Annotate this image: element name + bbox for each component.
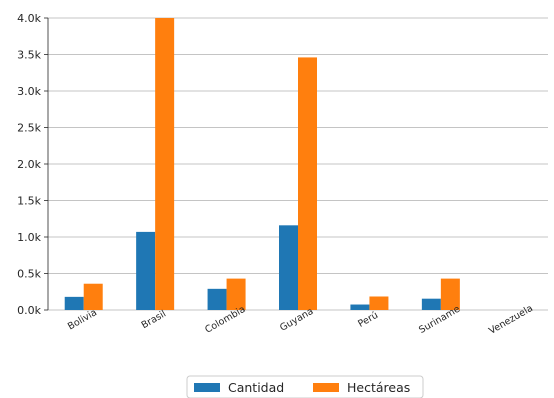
y-axis: 0.0k 0.5k 1.0k 1.5k 2.0k 2.5k 3.0k 3.5k 4.0k	[17, 12, 49, 317]
y-tick-label: 3.5k	[17, 49, 41, 62]
y-tick-label: 0.0k	[17, 304, 41, 317]
x-tick-label: Venezuela	[487, 303, 535, 337]
x-tick-label: Perú	[356, 310, 380, 330]
bar-cantidad-suriname	[421, 298, 441, 310]
bar-cantidad-colombia	[207, 288, 227, 310]
bar-hectreas-brasil	[155, 18, 175, 310]
legend-label: Hectáreas	[347, 380, 410, 395]
y-tick-label: 2.0k	[17, 158, 41, 171]
x-tick-label: Brasil	[140, 308, 168, 331]
bar-cantidad-bolivia	[64, 296, 84, 310]
legend-swatch	[194, 383, 220, 392]
bar-cantidad-brasil	[136, 231, 156, 310]
bar-hectreas-per	[369, 296, 389, 310]
bar-hectreas-suriname	[440, 278, 460, 310]
legend: Cantidad Hectáreas	[186, 375, 424, 398]
y-tick-label: 1.5k	[17, 195, 41, 208]
y-tick-label: 0.5k	[17, 268, 41, 281]
x-tick-label: Bolivia	[66, 307, 99, 332]
legend-label: Cantidad	[228, 380, 284, 395]
y-tick-label: 4.0k	[17, 12, 41, 25]
bar-hectreas-guyana	[298, 57, 317, 310]
legend-box	[186, 375, 424, 398]
bar-hectreas-bolivia	[83, 283, 103, 310]
bars	[64, 18, 460, 310]
bar-cantidad-per	[350, 304, 370, 310]
y-tick-label: 1.0k	[17, 231, 41, 244]
legend-swatch	[313, 383, 339, 392]
y-tick-label: 2.5k	[17, 122, 41, 135]
bar-cantidad-guyana	[279, 225, 298, 310]
bar-hectreas-colombia	[226, 278, 246, 310]
y-tick-label: 3.0k	[17, 85, 41, 98]
